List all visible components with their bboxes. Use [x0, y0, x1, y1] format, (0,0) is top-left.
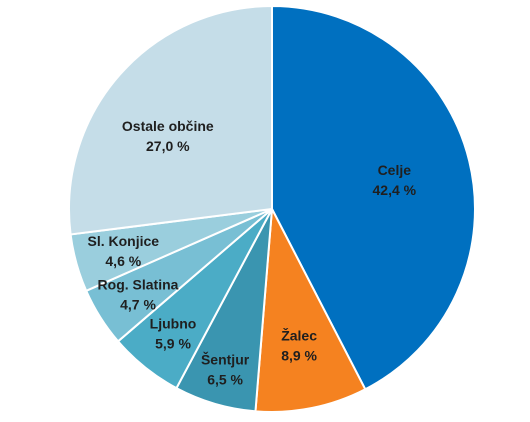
slice-value-celje: 42,4 %	[373, 182, 417, 198]
slice-value-rog-slatina: 4,7 %	[120, 296, 156, 312]
pie-slices	[68, 4, 476, 413]
pie-labels: Celje 42,4 % Žalec 8,9 % Šentjur 6,5 % Ljubno 5…	[88, 118, 417, 388]
pie-slice-celje	[271, 4, 476, 391]
pie-slice-zalec	[254, 205, 367, 413]
slice-label-rog-slatina: Rog. Slatina	[98, 276, 179, 292]
slice-value-sl-konjice: 4,6 %	[105, 253, 141, 269]
pie-slice-ostale-obcine	[68, 4, 273, 236]
slice-label-celje: Celje	[378, 162, 412, 178]
slice-label-sl-konjice: Sl. Konjice	[88, 233, 160, 249]
slice-label-ostale-obcine: Ostale občine	[122, 118, 214, 134]
slice-label-zalec: Žalec	[281, 326, 317, 343]
slice-label-sentjur: Šentjur	[201, 351, 250, 368]
slice-label-ljubno: Ljubno	[150, 316, 197, 332]
slice-value-ljubno: 5,9 %	[155, 336, 191, 352]
slice-value-ostale-obcine: 27,0 %	[146, 138, 190, 154]
slice-value-zalec: 8,9 %	[281, 347, 317, 363]
slice-value-sentjur: 6,5 %	[207, 372, 243, 388]
